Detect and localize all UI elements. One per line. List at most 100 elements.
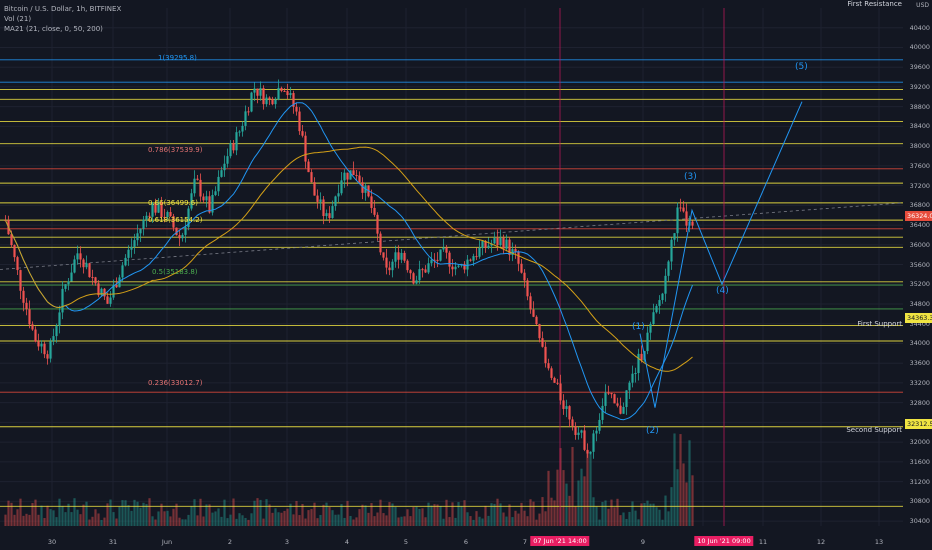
candle-body: [391, 261, 394, 271]
candle-body: [226, 156, 229, 164]
candle-body: [511, 249, 514, 256]
candle-body: [115, 285, 118, 288]
x-tick-label: 4: [344, 538, 350, 546]
volume-bar: [598, 519, 601, 526]
time-axis[interactable]: 3031Jun234567910111213 07 Jun '21 14:00 …: [0, 535, 932, 550]
volume-bar: [490, 503, 493, 526]
candle-body: [634, 373, 637, 375]
y-tick-label: 39600: [909, 63, 930, 72]
candle-body: [340, 180, 343, 194]
y-tick-label: 34400: [909, 319, 930, 328]
volume-bar: [514, 510, 517, 526]
candle-body: [319, 199, 322, 202]
candle-body: [415, 280, 418, 284]
volume-bar: [595, 506, 598, 526]
volume-bar: [193, 499, 196, 526]
candle-body: [502, 237, 505, 249]
volume-bar: [559, 448, 562, 526]
volume-bar: [640, 503, 643, 526]
candle-body: [343, 172, 346, 181]
volume-bar: [37, 514, 40, 526]
candle-body: [214, 191, 217, 196]
candle-body: [13, 245, 16, 258]
volume-bar: [586, 450, 589, 526]
volume-bar: [571, 446, 574, 526]
candle-body: [52, 336, 55, 342]
volume-bars: [4, 433, 694, 526]
candle-body: [55, 325, 58, 337]
candle-body: [148, 215, 151, 217]
candle-body: [328, 213, 331, 218]
y-tick-label: 40000: [909, 43, 930, 52]
candle-body: [418, 269, 421, 281]
volume-bar: [199, 498, 202, 526]
y-tick-label: 36800: [909, 201, 930, 210]
volume-bar: [382, 513, 385, 526]
candle-body: [538, 324, 541, 339]
candle-body: [31, 324, 34, 330]
candle-body: [619, 405, 622, 414]
candle-body: [211, 195, 214, 213]
fib-level-05-label: 0.5(35183.8): [152, 268, 198, 276]
volume-bar: [475, 511, 478, 526]
candle-body: [217, 176, 220, 192]
candle-body: [277, 87, 280, 100]
volume-bar: [493, 503, 496, 526]
candle-body: [91, 277, 94, 279]
candle-body: [673, 233, 676, 240]
candle-body: [412, 273, 415, 284]
y-tick-label: 32000: [909, 438, 930, 447]
candle-body: [421, 269, 424, 271]
volume-bar: [73, 498, 76, 526]
candle-body: [424, 269, 427, 273]
candle-body: [25, 302, 28, 310]
volume-bar: [529, 499, 532, 526]
volume-bar: [154, 519, 157, 526]
volume-bar: [415, 506, 418, 526]
volume-bar: [355, 517, 358, 526]
candle-body: [607, 392, 610, 394]
volume-bar: [601, 501, 604, 526]
fib-level-0786-label: 0.786(37539.9): [148, 146, 203, 154]
volume-bar: [235, 518, 238, 526]
price-axis[interactable]: USD 304003080031200316003200032400328003…: [903, 0, 932, 535]
volume-bar: [337, 514, 340, 526]
candle-body: [34, 329, 37, 342]
volume-bar: [565, 483, 568, 526]
candle-body: [337, 193, 340, 197]
volume-bar: [10, 502, 13, 526]
candle-body: [193, 178, 196, 194]
volume-bar: [439, 505, 442, 526]
volume-bar: [523, 510, 526, 526]
volume-bar: [46, 505, 49, 526]
volume-bar: [430, 505, 433, 526]
volume-bar: [313, 502, 316, 526]
candle-body: [358, 175, 361, 183]
candle-body: [664, 275, 667, 294]
second-support-price-tag: 32312.5: [905, 419, 932, 429]
candle-body: [229, 143, 232, 157]
candle-body: [22, 290, 25, 303]
candle-body: [157, 202, 160, 213]
candle-body: [640, 353, 643, 361]
candle-body: [427, 263, 430, 273]
volume-bar: [229, 514, 232, 526]
volume-bar: [151, 516, 154, 526]
volume-bar: [178, 517, 181, 526]
candle-body: [481, 240, 484, 248]
volume-bar: [169, 516, 172, 526]
volume-bar: [22, 515, 25, 526]
candle-body: [43, 343, 46, 355]
y-tick-label: 39200: [909, 82, 930, 91]
candle-body: [154, 203, 157, 213]
volume-bar: [433, 504, 436, 526]
candle-body: [64, 284, 67, 289]
candle-body: [556, 382, 559, 384]
candle-body: [490, 243, 493, 246]
volume-bar: [106, 503, 109, 526]
volume-bar: [40, 505, 43, 526]
candle-body: [595, 430, 598, 434]
candle-body: [622, 406, 625, 414]
candle-body: [322, 199, 325, 217]
